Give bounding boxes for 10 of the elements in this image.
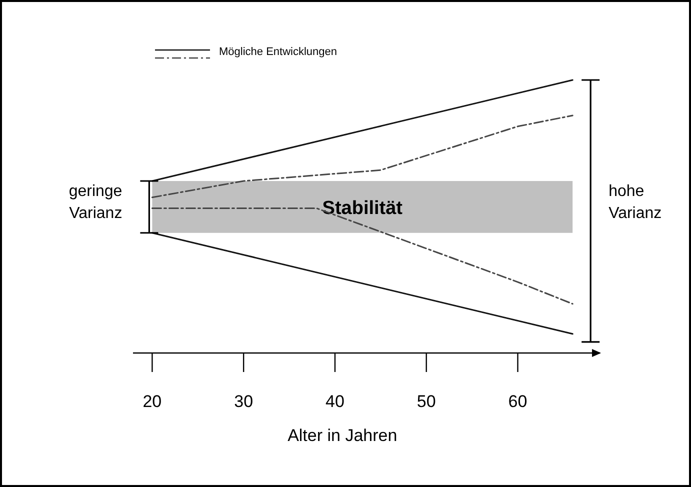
band-label: Stabilität <box>322 198 404 219</box>
x-tick-label: 50 <box>416 392 436 411</box>
annotation: geringe Varianz <box>68 182 122 222</box>
x-tick-label: 20 <box>142 392 162 411</box>
annotation: hohe Varianz <box>608 182 662 222</box>
legend-title: Mögliche Entwicklungen <box>219 46 338 58</box>
x-axis-title: Alter in Jahren <box>288 426 398 445</box>
x-tick-label: 30 <box>234 392 254 411</box>
x-tick-label: 40 <box>326 392 344 411</box>
x-tick-label: 60 <box>508 392 528 411</box>
